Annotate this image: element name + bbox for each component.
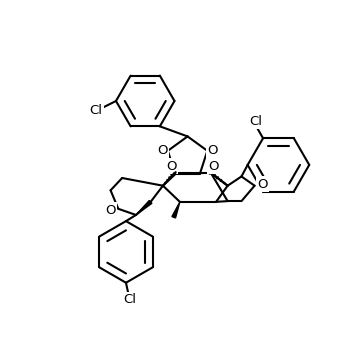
Polygon shape — [172, 202, 180, 218]
Polygon shape — [173, 172, 176, 174]
Text: O: O — [157, 143, 168, 156]
Text: Cl: Cl — [90, 104, 102, 117]
Text: O: O — [207, 143, 218, 156]
Text: O: O — [257, 178, 268, 191]
Text: Cl: Cl — [123, 293, 136, 306]
Polygon shape — [136, 200, 152, 215]
Text: O: O — [209, 160, 219, 173]
Text: O: O — [105, 204, 116, 217]
Text: Cl: Cl — [249, 115, 262, 128]
Text: O: O — [166, 160, 177, 173]
